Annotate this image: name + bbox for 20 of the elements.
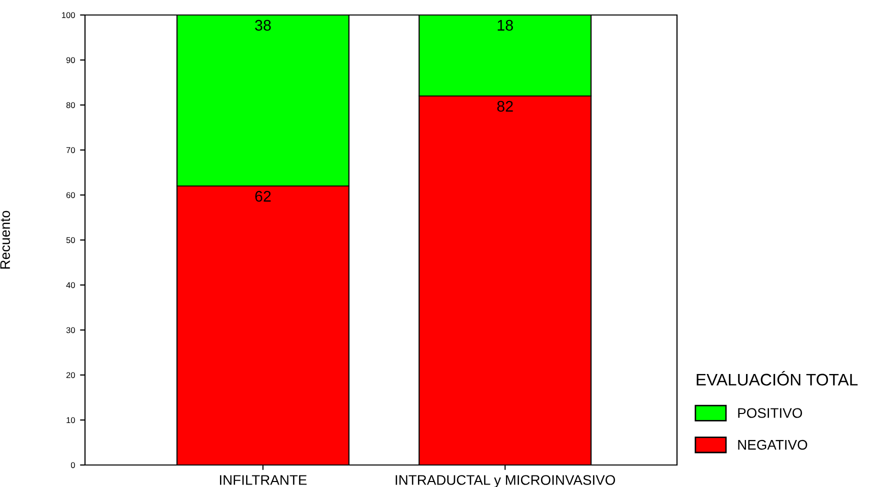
y-tick-label: 40 [66, 282, 75, 288]
y-tick-label: 30 [66, 327, 75, 334]
y-axis-title: Recuento [0, 210, 10, 269]
legend-label: NEGATIVO [738, 440, 808, 450]
y-tick-label: 80 [66, 102, 75, 108]
data-label: 82 [497, 100, 513, 112]
data-label: 18 [498, 20, 513, 31]
y-tick-label: 90 [66, 57, 75, 64]
legend-title: EVALUACIÓN TOTAL [696, 370, 858, 386]
y-tick-label: 60 [66, 192, 75, 198]
data-label: 38 [255, 20, 271, 31]
y-tick-label: 70 [66, 147, 75, 154]
x-tick-label: INFILTRANTE [220, 475, 307, 485]
data-label: 62 [255, 190, 271, 202]
legend-label: POSITIVO [738, 408, 802, 418]
y-tick-label: 10 [66, 417, 75, 424]
y-tick-label: 0 [70, 462, 75, 468]
y-tick-label: 20 [66, 372, 75, 378]
y-tick-label: 50 [66, 237, 75, 244]
y-tick-label: 100 [62, 12, 75, 18]
